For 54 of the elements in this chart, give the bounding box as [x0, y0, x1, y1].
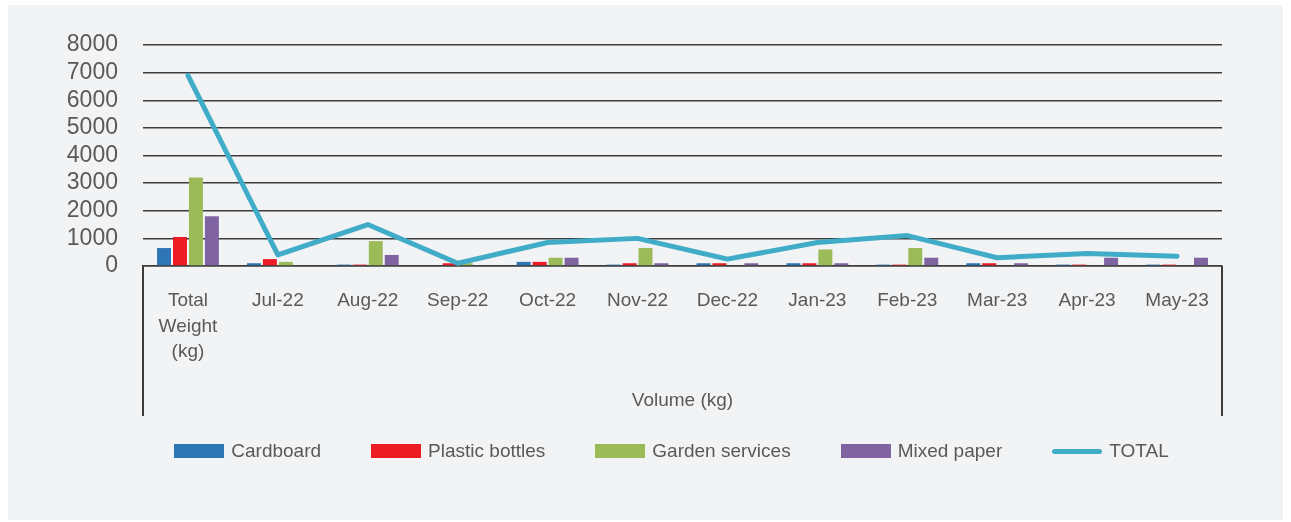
legend-label: TOTAL: [1109, 440, 1169, 462]
bar: [157, 248, 171, 266]
y-tick-label: 8000: [66, 30, 118, 57]
bar: [564, 257, 579, 266]
bar: [622, 263, 637, 266]
x-tick-label: Sep-22: [427, 289, 489, 311]
x-tick-label: Oct-22: [519, 289, 577, 311]
x-tick-label: Aug-22: [337, 289, 399, 311]
bar: [908, 248, 923, 266]
legend-label: Cardboard: [231, 440, 322, 462]
bar: [188, 177, 203, 266]
x-tick-label: Jan-23: [788, 289, 847, 311]
x-tick-label: Apr-23: [1058, 289, 1116, 311]
y-tick-label: 3000: [66, 168, 118, 195]
x-tick-label: Jul-22: [252, 289, 304, 311]
y-tick-label: 5000: [66, 113, 118, 140]
x-tick-label: Feb-23: [877, 289, 938, 311]
bar: [262, 259, 277, 266]
bar: [802, 263, 817, 266]
bar: [924, 257, 939, 266]
bar: [204, 216, 219, 266]
x-tick-label: Dec-22: [696, 289, 759, 311]
y-tick-label: 7000: [66, 57, 118, 84]
bar: [696, 263, 711, 266]
legend-label: Plastic bottles: [428, 440, 546, 462]
bar: [834, 263, 849, 266]
y-tick-label: 6000: [66, 85, 118, 112]
bar: [384, 254, 399, 266]
y-tick-label: 1000: [66, 223, 118, 250]
bar: [1194, 257, 1208, 266]
x-tick-label: May-23: [1145, 289, 1209, 311]
bar: [1014, 263, 1029, 266]
bar: [246, 263, 261, 266]
bar: [548, 257, 563, 266]
y-tick-label: 2000: [66, 196, 118, 223]
x-tick-label: Mar-23: [967, 289, 1028, 311]
bar: [654, 263, 669, 266]
bar: [982, 263, 997, 266]
y-tick-label: 4000: [66, 140, 118, 167]
x-tick-label: Total Weight (kg): [158, 289, 219, 362]
bar: [786, 263, 801, 266]
y-tick-label: 0: [105, 251, 118, 278]
legend-label: Mixed paper: [897, 440, 1003, 462]
bar: [818, 249, 833, 266]
x-tick-label: Nov-22: [606, 289, 669, 311]
bar: [638, 248, 653, 266]
bar: [966, 263, 981, 266]
x-axis-title: Volume (kg): [631, 388, 734, 410]
bar: [173, 236, 187, 266]
bar: [712, 263, 727, 266]
bar: [1104, 257, 1119, 266]
bar: [744, 263, 759, 266]
legend-label: Garden services: [652, 440, 791, 462]
bar: [368, 241, 383, 266]
